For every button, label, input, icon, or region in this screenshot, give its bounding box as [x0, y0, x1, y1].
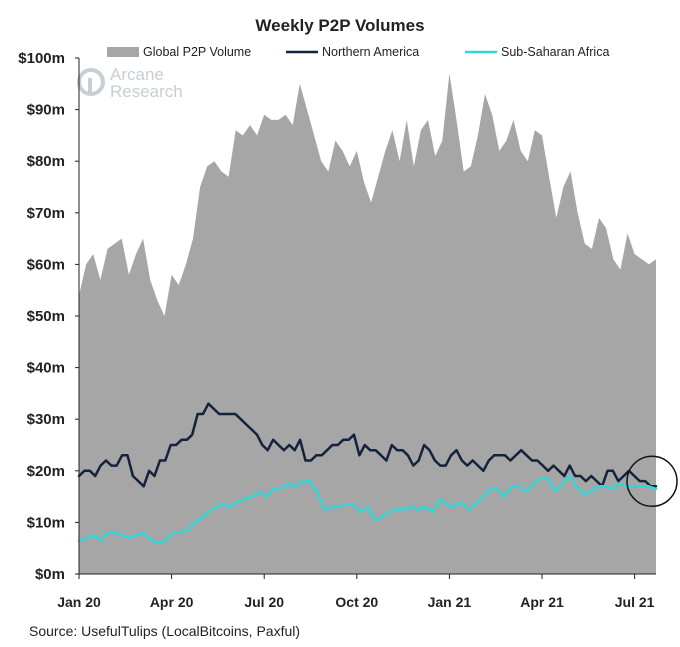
y-tick-label: $80m: [27, 153, 65, 170]
chart-title: Weekly P2P Volumes: [255, 16, 424, 35]
legend-label: Northern America: [322, 45, 419, 59]
annotations: [626, 455, 678, 508]
legend-label: Sub-Saharan Africa: [501, 45, 609, 59]
y-tick-label: $30m: [27, 411, 65, 428]
x-tick-label: Apr 20: [150, 594, 194, 610]
watermark-line2: Research: [110, 82, 183, 101]
line-layer: [77, 402, 658, 545]
legend-label: Global P2P Volume: [143, 45, 251, 59]
legend-swatch: [107, 47, 139, 57]
watermark-line1: Arcane: [110, 65, 164, 84]
y-tick-label: $20m: [27, 463, 65, 480]
area-layer: [79, 73, 656, 574]
highlight-circle: [626, 455, 678, 508]
arcane-research-watermark: Arcane Research: [77, 65, 183, 101]
global-p2p-volume-area: [79, 73, 656, 574]
x-tick-label: Jan 20: [57, 594, 101, 610]
y-tick-label: $60m: [27, 256, 65, 273]
northern-america-line: [77, 402, 658, 488]
y-tick-label: $10m: [27, 514, 65, 531]
source-note: Source: UsefulTulips (LocalBitcoins, Pax…: [29, 623, 301, 639]
y-axis-ticks: $0m $10m $20m $30m $40m $50m $60m $70m $80m $90m $…: [18, 50, 79, 583]
x-tick-label: Jul 20: [244, 594, 284, 610]
y-tick-label: $40m: [27, 360, 65, 377]
x-tick-label: Apr 21: [520, 594, 564, 610]
x-tick-label: Oct 20: [335, 594, 378, 610]
watermark-logo-bar: [88, 78, 92, 95]
x-tick-label: Jul 21: [615, 594, 655, 610]
x-axis-ticks: Jan 20 Apr 20 Jul 20 Oct 20 Jan 21 Apr 21 Jul …: [57, 574, 655, 610]
x-tick-label: Jan 21: [428, 594, 472, 610]
y-tick-label: $100m: [18, 50, 65, 67]
y-tick-label: $90m: [27, 102, 65, 119]
y-tick-label: $50m: [27, 308, 65, 325]
y-tick-label: $70m: [27, 205, 65, 222]
sub-saharan-africa-line: [77, 474, 658, 545]
chart-legend: Global P2P Volume Northern America Sub-Sah…: [107, 45, 609, 59]
y-tick-label: $0m: [35, 566, 65, 583]
